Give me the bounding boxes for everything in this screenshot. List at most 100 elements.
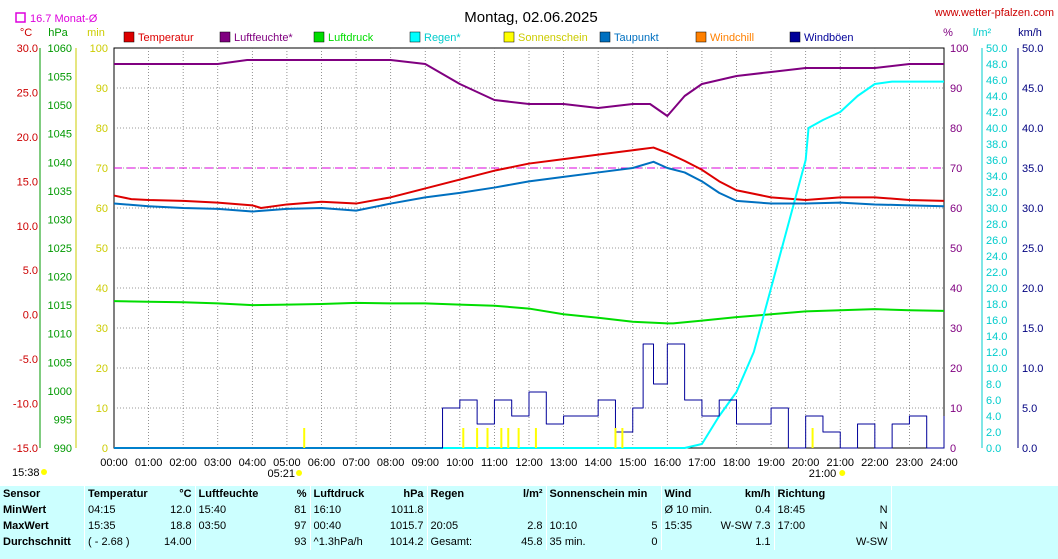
wind-axis-tick: 40.0: [1022, 123, 1043, 135]
press-time: 00:40: [309, 518, 387, 534]
series-lines: [113, 59, 945, 449]
legend-label: Luftdruck: [328, 32, 374, 44]
x-tick: 16:00: [654, 457, 682, 469]
pressure-axis-tick: 995: [54, 414, 72, 426]
humidity-axis-tick: 20: [950, 363, 962, 375]
sun-axis-tick: 50: [96, 243, 108, 255]
rain-axis-tick: 44.0: [986, 91, 1007, 103]
temp-axis-tick: 10.0: [17, 221, 38, 233]
hum-value: 97: [294, 520, 307, 532]
pressure-axis-tick: 1025: [48, 243, 72, 255]
pressure-axis-tick: 1035: [48, 186, 72, 198]
rain-axis-tick: 42.0: [986, 107, 1007, 119]
rain-value: 2.8: [527, 520, 543, 532]
header-press-unit: hPa: [403, 488, 424, 500]
wind-axis-tick: 45.0: [1022, 83, 1043, 95]
series-luftfeuchte: [114, 59, 944, 117]
sun-time: [545, 502, 635, 518]
row-label: MaxWert: [3, 520, 49, 532]
rain-axis-tick: 46.0: [986, 75, 1007, 87]
sunset-icon: [839, 470, 846, 476]
x-tick: 24:00: [930, 457, 958, 469]
sun-axis-tick: 80: [96, 123, 108, 135]
humidity-axis-tick: 90: [950, 83, 962, 95]
pressure-axis-tick: 1005: [48, 357, 72, 369]
sun-axis-tick: 30: [96, 323, 108, 335]
rain-axis-tick: 20.0: [986, 283, 1007, 295]
x-tick: 15:00: [619, 457, 647, 469]
dir-time: 17:00: [773, 518, 841, 534]
legend-swatch: [123, 31, 135, 43]
sun-time: 35 min.: [545, 534, 635, 550]
rain-axis-tick: 36.0: [986, 155, 1007, 167]
wind-axis-tick: 15.0: [1022, 323, 1043, 335]
header-rain: Regen: [426, 486, 502, 502]
header-pressure: Luftdruck: [309, 486, 387, 502]
header-temp-unit: °C: [179, 488, 192, 500]
pressure-axis-tick: 1015: [48, 300, 72, 312]
rain-axis-tick: 12.0: [986, 347, 1007, 359]
sun-axis-tick: 60: [96, 203, 108, 215]
sun-axis-tick: 20: [96, 363, 108, 375]
pressure-axis-tick: 1030: [48, 214, 72, 226]
hum-time: 03:50: [194, 518, 280, 534]
series-temperatur: [113, 146, 945, 209]
summary-row-min: MinWert 04:15 12.0 15:40 81 16:10 1011.8…: [0, 502, 1038, 518]
hum-time: 15:40: [194, 502, 280, 518]
rain-axis-tick: 34.0: [986, 171, 1007, 183]
x-tick: 20:00: [792, 457, 820, 469]
rain-axis-tick: 0.0: [986, 443, 1001, 455]
monthly-avg-icon: [15, 12, 26, 23]
x-tick: 14:00: [584, 457, 612, 469]
header-sunshine: Sonnenschein min: [545, 486, 662, 502]
temp-axis-unit: °C: [20, 27, 32, 39]
wind-time: Ø 10 min.: [660, 502, 716, 518]
legend-label: Regen*: [424, 32, 461, 44]
pressure-axis-tick: 1000: [48, 386, 72, 398]
temp-axis-tick: 0.0: [23, 310, 38, 322]
dir-value: N: [879, 504, 888, 516]
sun-value: 0: [651, 536, 658, 548]
x-tick: 09:00: [411, 457, 439, 469]
humidity-axis-tick: 30: [950, 323, 962, 335]
rain-axis-unit: l/m²: [973, 27, 992, 39]
x-tick: 23:00: [896, 457, 924, 469]
pressure-axis-tick: 1055: [48, 72, 72, 84]
chart-legend: Temperatur Luftfeuchte* Luftdruck Regen* Son…: [123, 31, 854, 44]
rain-value: [502, 502, 547, 518]
rain-axis-tick: 32.0: [986, 187, 1007, 199]
sun-icon: [41, 469, 47, 475]
sun-axis-tick: 40: [96, 283, 108, 295]
temp-time: 04:15: [84, 502, 161, 518]
source-label: www.wetter-pfalzen.com: [934, 7, 1054, 19]
x-tick: 21:00: [826, 457, 854, 469]
rain-axis-tick: 18.0: [986, 299, 1007, 311]
sun-axis-tick: 100: [90, 43, 108, 55]
series-luftdruck: [113, 300, 945, 325]
x-tick: 03:00: [204, 457, 232, 469]
rain-axis-tick: 38.0: [986, 139, 1007, 151]
pressure-axis-tick: 990: [54, 443, 72, 455]
wind-axis-unit: km/h: [1018, 27, 1042, 39]
rain-axis-tick: 6.0: [986, 395, 1001, 407]
x-tick: 22:00: [861, 457, 889, 469]
temp-axis-tick: 5.0: [23, 265, 38, 277]
legend-label: Temperatur: [138, 32, 194, 44]
chart-labels: Montag, 02.06.2025 www.wetter-pfalzen.com…: [12, 7, 1054, 480]
press-value: 1011.8: [390, 504, 424, 516]
wind-axis-tick: 30.0: [1022, 203, 1043, 215]
sunrise-time: 05:21: [267, 468, 295, 480]
humidity-axis-tick: 100: [950, 43, 968, 55]
humidity-axis-tick: 0: [950, 443, 956, 455]
wind-value: 1.1: [755, 536, 771, 548]
rain-axis-tick: 8.0: [986, 379, 1001, 391]
pressure-axis-tick: 1020: [48, 272, 72, 284]
x-tick: 11:00: [481, 457, 508, 469]
sunset-time: 21:00: [809, 468, 837, 480]
humidity-axis-tick: 10: [950, 403, 962, 415]
x-tick: 04:00: [239, 457, 267, 469]
series-regen: [114, 80, 944, 449]
temp-axis-tick: 25.0: [17, 87, 38, 99]
temp-time: ( - 2.68 ): [84, 534, 161, 550]
sunrise-icon: [296, 470, 303, 476]
